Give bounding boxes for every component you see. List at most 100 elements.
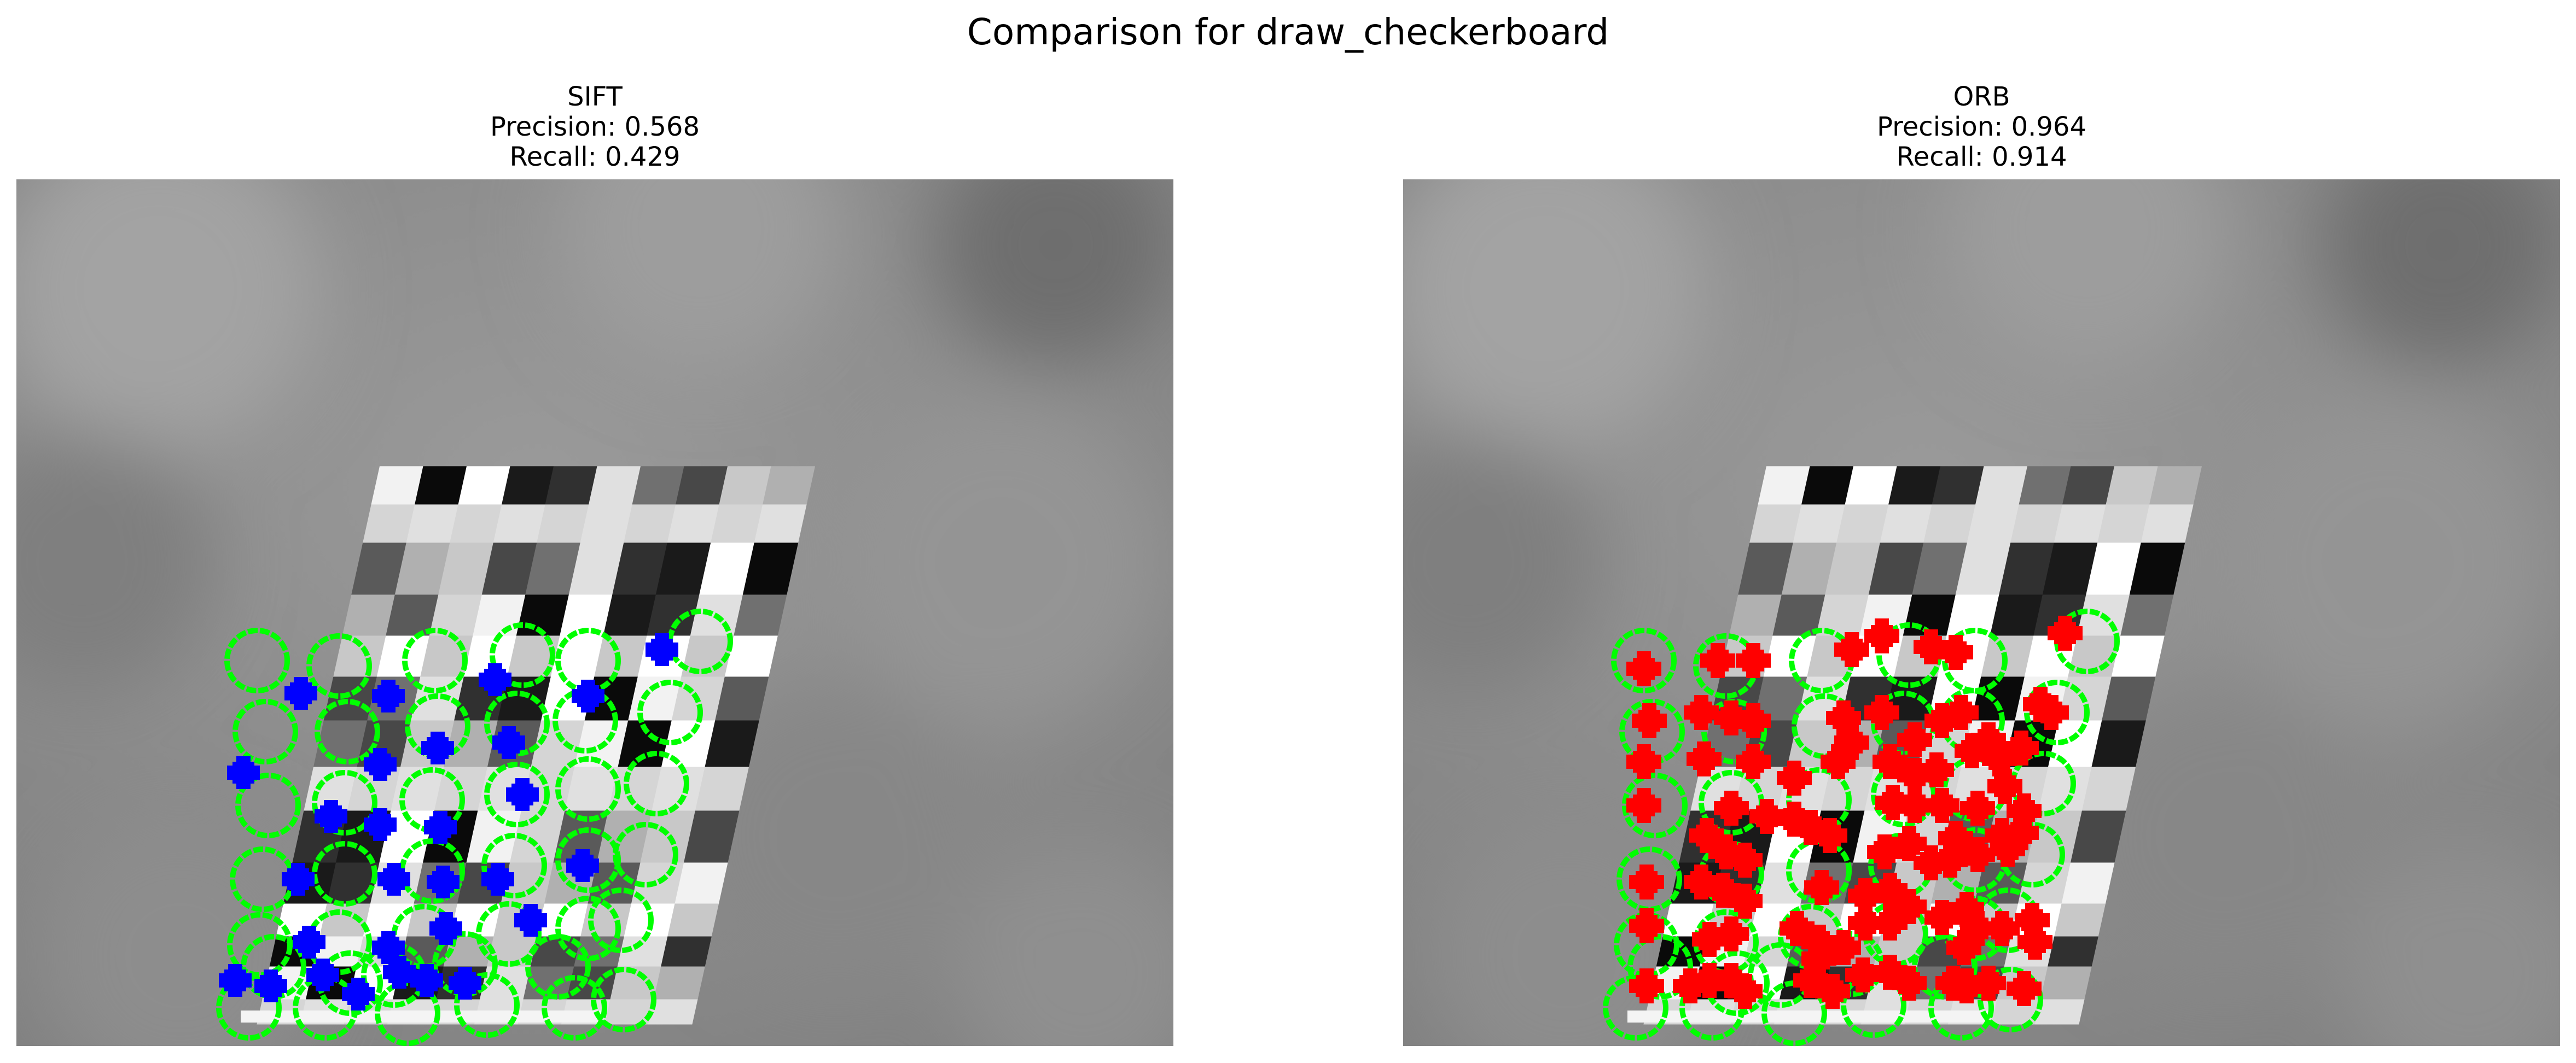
plus-marker-icon bbox=[1626, 744, 1661, 779]
circle-marker-icon bbox=[306, 909, 372, 975]
plus-marker-icon bbox=[1728, 843, 1763, 878]
checkerboard-cell bbox=[604, 999, 655, 1025]
plus-marker-icon bbox=[2034, 695, 2069, 730]
plus-marker-icon bbox=[424, 811, 457, 844]
circle-marker-icon bbox=[1693, 909, 1759, 975]
checkerboard-cell bbox=[1793, 504, 1846, 544]
plus-marker-icon bbox=[1777, 761, 1812, 796]
checkerboard-cell bbox=[2141, 504, 2194, 544]
circle-marker-icon bbox=[2024, 680, 2090, 745]
checkerboard-cell bbox=[319, 903, 371, 937]
plus-marker-icon bbox=[506, 778, 539, 811]
sift-detector-name: SIFT bbox=[567, 81, 623, 112]
checkerboard-cell bbox=[762, 466, 816, 505]
plus-marker-icon bbox=[1812, 818, 1847, 853]
plus-marker-icon bbox=[479, 663, 511, 696]
checkerboard-cell bbox=[1749, 504, 1802, 544]
circle-marker-icon bbox=[1622, 773, 1688, 838]
plus-marker-icon bbox=[421, 732, 454, 764]
plus-marker-icon bbox=[1834, 632, 1869, 667]
checkerboard-cell bbox=[406, 504, 459, 544]
plus-marker-icon bbox=[254, 969, 287, 1002]
circle-marker-icon bbox=[1704, 950, 1770, 1016]
checkerboard-cell bbox=[667, 504, 720, 544]
checkerboard-cell bbox=[1758, 466, 1811, 505]
orb-image-panel bbox=[1403, 179, 2560, 1046]
checkerboard-cell bbox=[2010, 504, 2063, 544]
circle-marker-icon bbox=[2010, 751, 2076, 816]
plus-marker-icon bbox=[1960, 837, 1995, 872]
plus-marker-icon bbox=[2004, 731, 2039, 766]
plus-marker-icon bbox=[1944, 695, 1979, 730]
background-texture bbox=[1403, 179, 2560, 1046]
plus-marker-icon bbox=[372, 931, 405, 964]
circle-marker-icon bbox=[555, 896, 621, 961]
plus-marker-icon bbox=[1924, 788, 1959, 823]
plus-marker-icon bbox=[566, 849, 599, 882]
checkerboard-cell bbox=[580, 504, 633, 544]
checkerboard-cell bbox=[2062, 466, 2115, 505]
plus-marker-icon bbox=[1801, 941, 1836, 976]
circle-marker-icon bbox=[1619, 699, 1685, 764]
checkerboard-cell bbox=[580, 903, 632, 937]
circle-marker-icon bbox=[399, 767, 465, 833]
circle-marker-icon bbox=[484, 762, 550, 827]
plus-marker-icon bbox=[1873, 906, 1908, 941]
plus-marker-icon bbox=[2007, 971, 2042, 1006]
plus-marker-icon bbox=[449, 967, 481, 1000]
orb-panel-title: ORB Precision: 0.964 Recall: 0.914 bbox=[1403, 82, 2560, 172]
checkerboard-cell bbox=[754, 504, 807, 544]
circle-marker-icon bbox=[312, 841, 377, 907]
checkerboard-cell bbox=[2061, 862, 2115, 904]
orb-precision: Precision: 0.964 bbox=[1876, 112, 2086, 142]
plus-marker-icon bbox=[481, 863, 514, 896]
checkerboard-cell bbox=[660, 936, 712, 967]
circle-marker-icon bbox=[555, 628, 621, 693]
checkerboard-cell bbox=[2081, 767, 2136, 811]
checkerboard-cell bbox=[2101, 676, 2156, 721]
plus-marker-icon bbox=[1864, 695, 1899, 730]
plus-marker-icon bbox=[427, 866, 460, 898]
circle-marker-icon bbox=[1978, 967, 2043, 1032]
plus-marker-icon bbox=[1892, 826, 1927, 861]
plus-marker-icon bbox=[2048, 616, 2083, 651]
plus-marker-icon bbox=[1728, 884, 1763, 919]
checkerboard-cell bbox=[458, 466, 511, 505]
checkerboard-cell bbox=[632, 466, 685, 505]
circle-marker-icon bbox=[405, 693, 470, 759]
checkerboard-cell bbox=[2106, 466, 2159, 505]
plus-marker-icon bbox=[1728, 974, 1763, 1009]
circle-marker-icon bbox=[1611, 628, 1677, 693]
circle-marker-icon bbox=[637, 680, 703, 745]
plus-marker-icon bbox=[1946, 930, 1981, 965]
plus-marker-icon bbox=[1626, 788, 1661, 823]
plus-marker-icon bbox=[1793, 963, 1828, 998]
plus-marker-icon bbox=[1736, 703, 1771, 738]
checkerboard-cell bbox=[2047, 936, 2098, 967]
plus-marker-icon bbox=[219, 964, 252, 997]
plus-marker-icon bbox=[1632, 703, 1667, 738]
plus-marker-icon bbox=[492, 726, 525, 759]
checkerboard-cell bbox=[1880, 504, 1933, 544]
plus-marker-icon bbox=[1892, 966, 1927, 1001]
checkerboard-cell bbox=[493, 504, 546, 544]
plus-marker-icon bbox=[1864, 618, 1899, 653]
circle-marker-icon bbox=[1939, 688, 2005, 754]
plus-marker-icon bbox=[1919, 752, 1954, 787]
plus-marker-icon bbox=[1924, 900, 1959, 935]
checkerboard-cell bbox=[695, 767, 749, 811]
checkerboard-cell bbox=[501, 466, 555, 505]
plus-marker-icon bbox=[2004, 815, 2039, 850]
plus-marker-icon bbox=[377, 863, 410, 896]
checkerboard-cell bbox=[2054, 504, 2107, 544]
plus-marker-icon bbox=[429, 912, 462, 945]
plus-marker-icon bbox=[1714, 916, 1749, 951]
orb-keypoint-markers bbox=[1626, 616, 2083, 1009]
plus-marker-icon bbox=[1687, 741, 1722, 776]
background-texture bbox=[16, 179, 1173, 1046]
circle-marker-icon bbox=[542, 975, 607, 1041]
plus-marker-icon bbox=[646, 633, 678, 666]
checkerboard-cell bbox=[714, 676, 769, 721]
plus-marker-icon bbox=[1971, 966, 2006, 1001]
plus-marker-icon bbox=[1821, 744, 1856, 779]
